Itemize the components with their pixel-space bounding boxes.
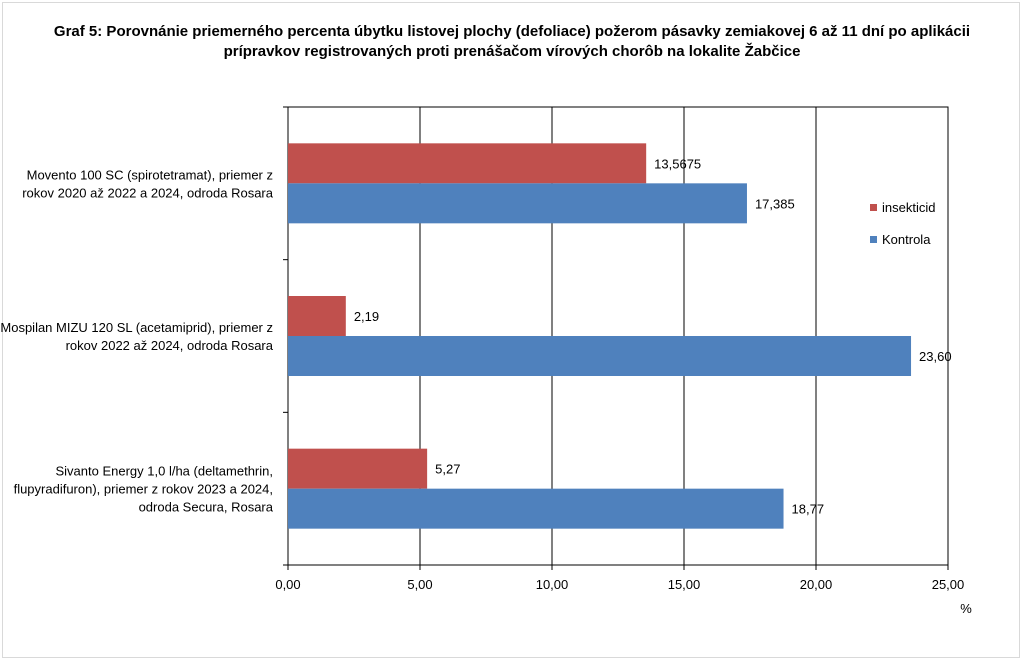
x-axis-unit: % (960, 601, 972, 616)
x-tick-label: 0,00 (275, 577, 300, 592)
data-label: 17,385 (755, 196, 795, 211)
bar-kontrola-3 (288, 488, 784, 529)
data-label: 23,60 (919, 349, 952, 364)
category-label: odroda Secura, Rosara (139, 500, 274, 515)
category-label: rokov 2022 až 2024, odroda Rosara (66, 338, 274, 353)
category-label: rokov 2020 až 2022 a 2024, odroda Rosara (22, 185, 274, 200)
x-tick-label: 5,00 (407, 577, 432, 592)
legend-item-kontrola: Kontrola (870, 230, 935, 248)
bar-insekticid-2 (288, 296, 346, 336)
legend-swatch-kontrola (870, 235, 877, 243)
data-label: 13,5675 (654, 156, 701, 171)
bar-insekticid-3 (288, 448, 428, 489)
chart-title: Graf 5: Porovnánie priemerného percenta … (53, 23, 971, 60)
category-label: Movento 100 SC (spirotetramat), priemer … (27, 167, 273, 182)
x-tick-label: 10,00 (536, 577, 569, 592)
legend-swatch-insekticid (870, 203, 877, 211)
x-tick-label: 20,00 (800, 577, 833, 592)
data-label: 5,27 (435, 462, 460, 477)
legend-label-insekticid: insekticid (882, 199, 936, 215)
data-label: 18,77 (792, 502, 825, 517)
data-label: 2,19 (354, 309, 379, 324)
x-tick-label: 15,00 (668, 577, 701, 592)
category-label: Mospilan MIZU 120 SL (acetamiprid), prie… (0, 320, 273, 335)
legend: insekticid Kontrola (870, 198, 935, 262)
category-label: flupyradifuron), priemer z rokov 2023 a … (14, 482, 273, 497)
bar-kontrola-1 (288, 183, 747, 224)
bar-kontrola-2 (288, 336, 912, 376)
legend-item-insekticid: insekticid (870, 198, 935, 216)
x-tick-label: 25,00 (932, 577, 965, 592)
bar-insekticid-1 (288, 143, 647, 184)
category-label: Sivanto Energy 1,0 l/ha (deltamethrin, (55, 464, 273, 479)
legend-label-kontrola: Kontrola (882, 231, 931, 247)
